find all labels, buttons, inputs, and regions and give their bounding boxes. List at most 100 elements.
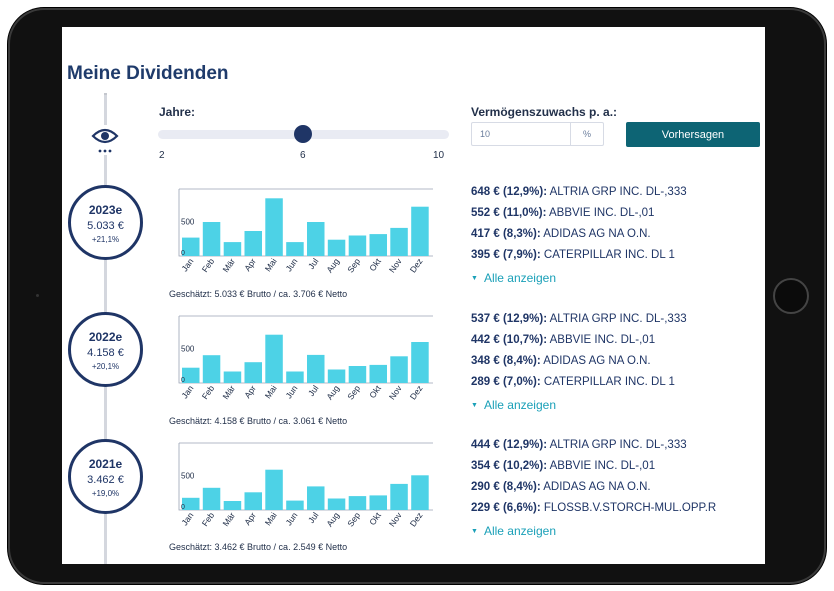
years-slider-handle[interactable] [294,125,312,143]
x-tick-label: Apr [242,510,258,527]
x-tick-label: Jul [306,383,320,398]
chevron-down-icon: ▼ [471,275,478,282]
bar-chart-svg: 500 Jan Feb Mär Apr Mai Jun Jul Aug Sep Okt Nov Dez 0 [178,188,433,275]
bar-okt [369,495,387,510]
bar-jul [307,486,325,510]
bar-dez [411,206,429,256]
chart-axes [178,315,433,384]
bar-mär [223,371,242,383]
y-zero-label: 0 [181,250,185,257]
dividend-row: 648 € (12,9%): ALTRIA GRP INC. DL-,333 [471,186,687,198]
bar-apr [244,231,262,256]
x-tick-label: Mai [263,383,279,400]
x-tick-label: Apr [242,383,258,400]
show-all-link[interactable]: ▼ Alle anzeigen [471,398,556,412]
bar-aug [327,369,346,383]
bar-mär [223,501,242,510]
bar-dez [411,475,429,510]
dividend-row: 354 € (10,2%): ABBVIE INC. DL-,01 [471,460,656,472]
x-tick-label: Jun [283,383,299,400]
bar-mär [223,242,242,256]
x-tick-label: Nov [387,383,404,402]
x-tick-label: Dez [408,510,425,528]
x-tick-label: Jul [306,510,320,525]
x-tick-label: Okt [367,510,383,527]
bar-okt [369,364,387,383]
bar-jan [182,237,200,256]
show-all-link[interactable]: ▼ Alle anzeigen [471,271,556,285]
show-all-link[interactable]: ▼ Alle anzeigen [471,524,556,538]
x-tick-label: Feb [200,383,217,401]
x-tick-label: Okt [367,256,383,273]
year-change: +21,1% [91,235,120,244]
y-zero-label: 0 [181,377,185,384]
bar-aug [327,239,346,256]
bar-sep [348,235,367,256]
predict-button[interactable]: Vorhersagen [626,122,760,147]
chevron-down-icon: ▼ [471,528,478,535]
dividend-row: 537 € (12,9%): ALTRIA GRP INC. DL-,333 [471,313,687,325]
growth-unit: % [570,122,604,146]
growth-input[interactable]: 10 [471,122,571,146]
x-tick-label: Feb [200,510,217,528]
monthly-dividend-chart: 500 Jan Feb Mär Apr Mai Jun Jul Aug Sep Okt Nov Dez 0 [169,315,435,406]
monthly-dividend-chart: 500 Jan Feb Mär Apr Mai Jun Jul Aug Sep Okt Nov Dez 0 [169,188,435,279]
x-tick-label: Jan [179,256,195,273]
bar-okt [369,234,387,256]
slider-min-label: 2 [159,150,165,161]
bar-mai [265,334,283,383]
year-summary-circle: 2022e 4.158 € +20,1% [68,312,143,387]
eye-icon [91,128,119,153]
bar-jul [307,354,325,383]
y-tick-label: 500 [181,344,195,353]
x-tick-label: Mär [220,383,237,401]
year-amount: 4.158 € [87,347,124,359]
chart-summary: Geschätzt: 5.033 € Brutto / ca. 3.706 € … [169,289,348,299]
bar-jun [286,500,304,510]
top-dividend-list: 537 € (12,9%): ALTRIA GRP INC. DL-,333 4… [471,313,761,412]
year-change: +19,0% [91,489,120,498]
front-camera [36,294,39,297]
x-tick-label: Sep [345,256,362,274]
dividend-row: 348 € (8,4%): ADIDAS AG NA O.N. [471,355,651,367]
chart-summary: Geschätzt: 3.462 € Brutto / ca. 2.549 € … [169,542,348,552]
bar-chart-svg: 500 Jan Feb Mär Apr Mai Jun Jul Aug Sep Okt Nov Dez 0 [178,315,433,402]
chart-summary: Geschätzt: 4.158 € Brutto / ca. 3.061 € … [169,416,348,426]
bar-chart-svg: 500 Jan Feb Mär Apr Mai Jun Jul Aug Sep Okt Nov Dez 0 [178,442,433,529]
bar-sep [348,496,367,510]
y-tick-label: 500 [181,471,195,480]
bar-apr [244,362,262,383]
bar-feb [202,487,221,510]
visibility-toggle[interactable] [89,125,121,155]
x-tick-label: Mär [220,256,237,274]
bar-feb [202,222,221,256]
chevron-down-icon: ▼ [471,402,478,409]
monthly-dividend-chart: 500 Jan Feb Mär Apr Mai Jun Jul Aug Sep Okt Nov Dez 0 [169,442,435,533]
year-change: +20,1% [91,362,120,371]
bar-apr [244,492,262,510]
x-tick-label: Mai [263,256,279,273]
x-tick-label: Aug [324,256,341,274]
x-tick-label: Mär [220,510,237,528]
dividend-row: 289 € (7,0%): CATERPILLAR INC. DL 1 [471,376,675,388]
dividend-row: 395 € (7,9%): CATERPILLAR INC. DL 1 [471,249,675,261]
y-tick-label: 500 [181,217,195,226]
dividend-row: 290 € (8,4%): ADIDAS AG NA O.N. [471,481,651,493]
x-tick-label: Jan [179,383,195,400]
x-tick-label: Feb [200,256,217,274]
home-button[interactable] [773,278,809,314]
bar-feb [202,355,221,383]
bar-jun [286,371,304,383]
bar-mai [265,469,283,510]
bar-mai [265,198,283,256]
y-zero-label: 0 [181,504,185,511]
x-tick-label: Dez [408,256,425,274]
top-dividend-list: 648 € (12,9%): ALTRIA GRP INC. DL-,333 5… [471,186,761,285]
dividend-row: 552 € (11,0%): ABBVIE INC. DL-,01 [471,207,655,219]
bar-nov [390,227,408,256]
bar-dez [411,342,429,383]
x-tick-label: Sep [345,383,362,401]
year-label: 2022e [88,330,123,344]
year-summary-circle: 2023e 5.033 € +21,1% [68,185,143,260]
bar-aug [327,498,346,510]
